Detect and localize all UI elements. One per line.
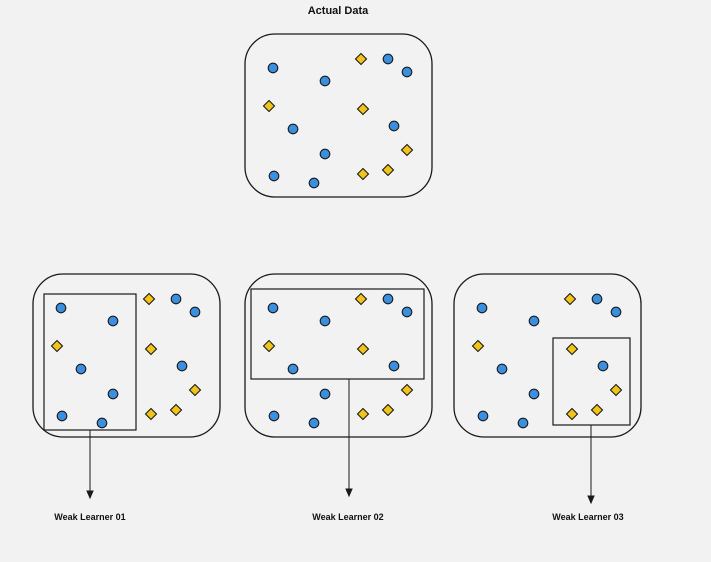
circle-point	[107, 315, 119, 327]
diamond-point	[169, 403, 183, 417]
circle-point	[308, 177, 320, 189]
circle-point	[382, 53, 394, 65]
circle-point	[477, 410, 489, 422]
diamond-point	[400, 383, 414, 397]
diamond-point	[563, 292, 577, 306]
weak-learner-01-selection	[43, 293, 137, 431]
circle-point	[591, 293, 603, 305]
diamond-point	[144, 407, 158, 421]
weak-learner-01-label: Weak Learner 01	[54, 512, 125, 522]
circle-point	[528, 315, 540, 327]
actual-data-panel	[244, 33, 433, 198]
circle-point	[476, 302, 488, 314]
diamond-point	[565, 342, 579, 356]
weak-learner-02-label: Weak Learner 02	[312, 512, 383, 522]
circle-point	[176, 360, 188, 372]
diamond-point	[381, 403, 395, 417]
circle-point	[319, 75, 331, 87]
circle-point	[287, 123, 299, 135]
diamond-point	[50, 339, 64, 353]
circle-point	[55, 302, 67, 314]
arrow-02-head	[345, 488, 353, 498]
diamond-point	[188, 383, 202, 397]
circle-point	[517, 417, 529, 429]
data-points-layer	[50, 52, 623, 429]
circle-point	[267, 302, 279, 314]
circle-point	[189, 306, 201, 318]
diamond-point	[262, 99, 276, 113]
circle-point	[319, 148, 331, 160]
circle-point	[287, 363, 299, 375]
diamond-point	[356, 167, 370, 181]
arrow-03-head	[587, 495, 595, 505]
circle-point	[388, 120, 400, 132]
circle-point	[319, 388, 331, 400]
diamond-point	[262, 339, 276, 353]
circle-point	[401, 306, 413, 318]
diamond-point	[590, 403, 604, 417]
circle-point	[319, 315, 331, 327]
diamond-point	[142, 292, 156, 306]
circle-point	[75, 363, 87, 375]
circle-point	[528, 388, 540, 400]
diamond-point	[400, 143, 414, 157]
circle-point	[401, 66, 413, 78]
weak-learner-03-selection	[552, 337, 631, 426]
diamond-point	[144, 342, 158, 356]
weak-learner-03-panel	[453, 273, 642, 438]
diagram-title: Actual Data	[308, 5, 369, 17]
diamond-point	[356, 102, 370, 116]
diamond-point	[356, 407, 370, 421]
weak-learner-03-label: Weak Learner 03	[552, 512, 623, 522]
circle-point	[107, 388, 119, 400]
circle-point	[382, 293, 394, 305]
circle-point	[610, 306, 622, 318]
weak-learner-02-panel	[244, 273, 433, 438]
diamond-point	[471, 339, 485, 353]
circle-point	[170, 293, 182, 305]
diamond-point	[354, 292, 368, 306]
circle-point	[597, 360, 609, 372]
circle-point	[268, 410, 280, 422]
weak-learner-01-panel	[32, 273, 221, 438]
diamond-point	[354, 52, 368, 66]
diamond-point	[381, 163, 395, 177]
diamond-point	[609, 383, 623, 397]
circle-point	[496, 363, 508, 375]
weak-learner-02-selection	[250, 288, 425, 380]
circle-point	[268, 170, 280, 182]
circle-point	[56, 410, 68, 422]
circle-point	[96, 417, 108, 429]
diamond-point	[565, 407, 579, 421]
circle-point	[308, 417, 320, 429]
diamond-point	[356, 342, 370, 356]
circle-point	[267, 62, 279, 74]
arrow-01-head	[86, 490, 94, 500]
circle-point	[388, 360, 400, 372]
